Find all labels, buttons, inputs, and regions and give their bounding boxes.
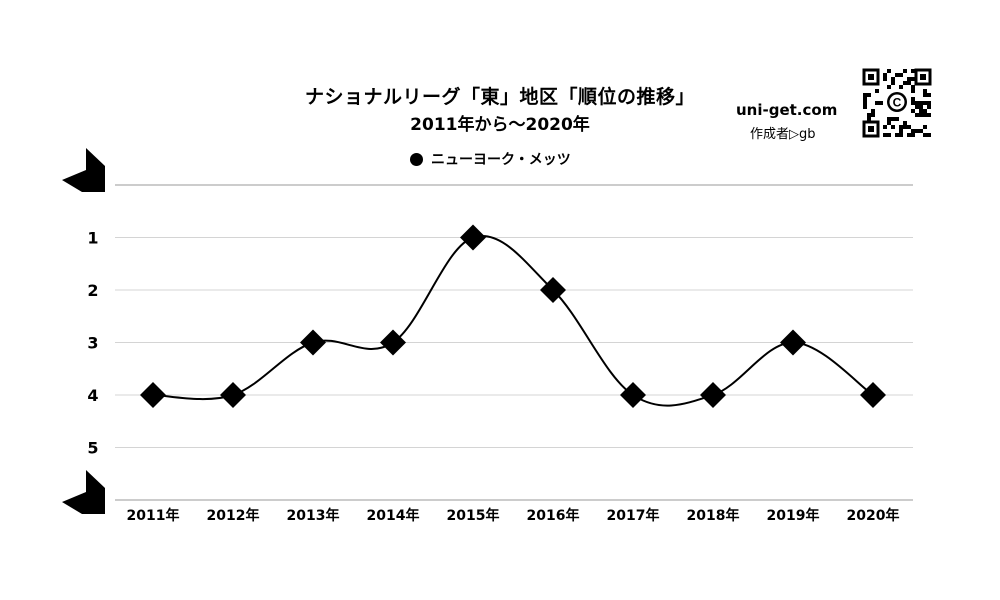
data-point-marker <box>140 382 166 408</box>
data-point-marker <box>460 224 486 251</box>
corner-decoration-bottom <box>62 470 105 514</box>
data-point-marker <box>540 277 566 303</box>
qr-code: C <box>862 68 932 138</box>
legend-label: ニューヨーク・メッツ <box>431 152 571 168</box>
data-point-marker <box>220 382 246 408</box>
y-tick-label: 4 <box>87 386 98 405</box>
series-line <box>152 235 874 407</box>
data-point-marker <box>780 329 806 356</box>
y-tick-label: 1 <box>87 229 98 248</box>
data-point-marker <box>300 329 326 356</box>
author-label: 作成者▷gb <box>750 127 816 142</box>
x-tick-label: 2020年 <box>847 507 900 524</box>
x-tick-label: 2017年 <box>607 507 660 524</box>
x-tick-label: 2016年 <box>527 507 580 524</box>
x-tick-label: 2012年 <box>207 507 260 524</box>
x-tick-label: 2013年 <box>287 507 340 524</box>
x-tick-label: 2019年 <box>767 507 820 524</box>
data-point-marker <box>860 382 886 408</box>
chart-title: ナショナルリーグ「東」地区「順位の推移」 <box>304 86 695 108</box>
corner-decoration-top <box>62 148 105 192</box>
data-point-marker <box>620 382 646 408</box>
y-tick-label: 3 <box>87 334 98 353</box>
x-tick-label: 2011年 <box>127 507 180 524</box>
legend: ニューヨーク・メッツ <box>410 149 571 169</box>
y-tick-label: 5 <box>87 439 98 458</box>
chart-subtitle: 2011年から～2020年 <box>410 115 590 135</box>
x-tick-label: 2014年 <box>367 507 420 524</box>
legend-marker <box>410 152 423 166</box>
site-name: uni-get.com <box>736 101 838 119</box>
data-point-marker <box>380 329 406 356</box>
data-point-marker <box>700 382 726 408</box>
x-tick-label: 2018年 <box>687 507 740 524</box>
x-tick-label: 2015年 <box>447 507 500 524</box>
qr-logo: C <box>893 96 902 110</box>
y-tick-label: 2 <box>87 281 98 300</box>
